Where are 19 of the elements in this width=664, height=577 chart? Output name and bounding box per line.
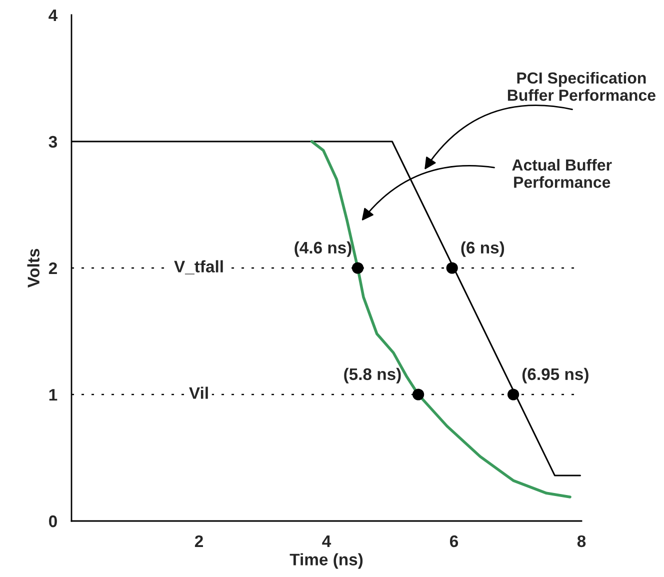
ref-line-label: Vil	[189, 386, 208, 399]
y-tick-label: 0	[49, 515, 57, 528]
y-tick-label: 2	[48, 262, 57, 274]
ref-line-label: V_tfall	[174, 260, 223, 274]
annotation: PCI Specification Buffer Performance	[508, 72, 656, 101]
x-axis-title: Time (ns)	[290, 553, 363, 569]
annotation: (4.6 ns)	[294, 241, 352, 257]
y-axis-title: Volts	[27, 248, 40, 288]
y-tick-label: 4	[48, 10, 58, 22]
annotation: (6.95 ns)	[522, 368, 588, 384]
x-tick-label: 4	[322, 536, 332, 547]
annotation: (6 ns)	[461, 241, 504, 257]
y-tick-label: 3	[48, 136, 58, 148]
x-tick-label: 6	[450, 535, 458, 548]
annotation: (5.8 ns)	[344, 368, 401, 384]
y-tick-label: 1	[49, 389, 58, 401]
x-tick-label: 2	[194, 535, 203, 547]
annotation: Actual Buffer Performance	[512, 158, 612, 188]
x-tick-label: 8	[577, 535, 586, 548]
